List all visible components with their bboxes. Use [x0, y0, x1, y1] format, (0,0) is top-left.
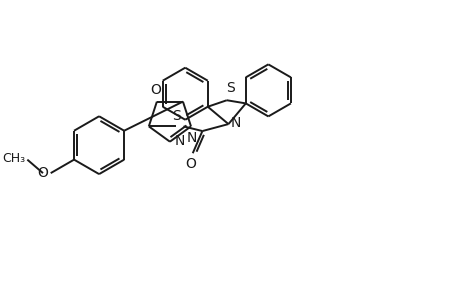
Text: O: O: [150, 83, 161, 97]
Text: O: O: [185, 157, 196, 171]
Text: N: N: [186, 131, 197, 145]
Text: CH₃: CH₃: [2, 152, 25, 165]
Text: O: O: [37, 166, 48, 180]
Text: S: S: [172, 109, 181, 122]
Text: S: S: [226, 81, 235, 95]
Text: N: N: [174, 134, 185, 148]
Text: N: N: [230, 116, 240, 130]
